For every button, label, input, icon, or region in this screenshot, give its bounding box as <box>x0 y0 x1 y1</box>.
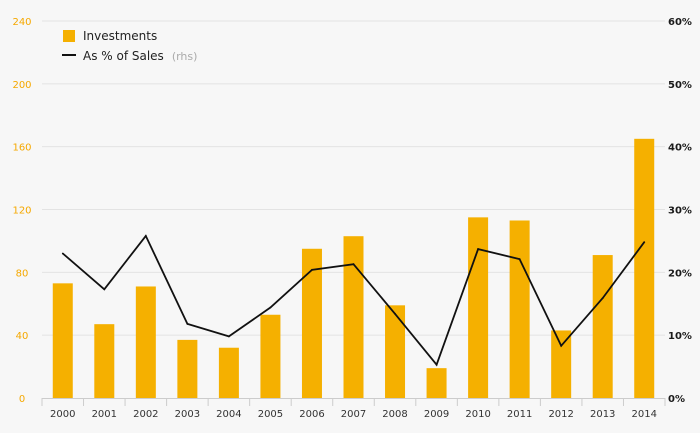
legend: Investments As % of Sales (rhs) <box>62 29 197 64</box>
point-percent-of-sales <box>186 322 189 325</box>
legend-label-percent-of-sales: As % of Sales (rhs) <box>83 47 197 64</box>
x-tick-label: 2009 <box>424 409 449 420</box>
bar-investments <box>301 248 322 398</box>
point-percent-of-sales <box>352 263 355 266</box>
point-percent-of-sales <box>269 306 272 309</box>
right-tick-label: 60% <box>668 17 692 28</box>
x-tick-label: 2010 <box>465 409 490 420</box>
bar-investments <box>426 368 447 398</box>
x-tick-label: 2004 <box>216 409 241 420</box>
right-tick-label: 0% <box>668 394 685 405</box>
left-tick-label: 0 <box>19 394 25 405</box>
percent-of-sales-line <box>61 234 646 367</box>
legend-label-investments: Investments <box>83 29 157 43</box>
point-percent-of-sales <box>311 268 313 271</box>
x-tick-label: 2014 <box>632 409 657 420</box>
x-tick-label: 2006 <box>299 409 324 420</box>
point-percent-of-sales <box>61 252 64 255</box>
x-tick-label: 2007 <box>341 409 366 420</box>
point-percent-of-sales <box>601 297 604 299</box>
point-percent-of-sales <box>560 344 563 347</box>
bar-investments <box>468 217 489 398</box>
left-tick-label: 120 <box>12 206 31 217</box>
right-tick-label: 40% <box>668 143 692 154</box>
right-tick-label: 30% <box>668 206 692 217</box>
x-tick-label: 2012 <box>548 409 573 420</box>
left-axis-ticks: 0 40 80 120 160 200 240 <box>12 17 31 405</box>
bar-investments <box>177 339 198 398</box>
point-percent-of-sales <box>228 335 230 338</box>
bar-investments <box>592 255 613 398</box>
legend-swatch-investments <box>63 30 75 42</box>
point-percent-of-sales <box>144 234 147 237</box>
x-tick-label: 2013 <box>590 409 615 420</box>
x-axis: 2000 2001 2002 2003 2004 2005 2006 2007 2008 2009… <box>41 398 666 420</box>
point-percent-of-sales <box>477 248 479 250</box>
bar-investments <box>135 286 156 398</box>
right-axis-ticks: 0% 10% 20% 30% 40% 50% 60% <box>668 17 692 405</box>
bar-investments <box>634 138 655 398</box>
left-tick-label: 40 <box>16 331 29 342</box>
left-tick-label: 160 <box>12 143 31 154</box>
left-tick-label: 240 <box>12 17 31 28</box>
x-tick-label: 2008 <box>382 409 407 420</box>
bar-investments <box>94 324 115 398</box>
bar-investments <box>52 283 73 398</box>
point-percent-of-sales <box>643 241 646 244</box>
x-tick-label: 2005 <box>258 409 283 420</box>
point-percent-of-sales <box>435 363 438 366</box>
x-tick-label: 2000 <box>50 409 75 420</box>
point-percent-of-sales <box>103 288 106 291</box>
bar-investments <box>260 314 281 398</box>
right-tick-label: 10% <box>668 331 692 342</box>
right-tick-label: 20% <box>668 268 692 279</box>
bar-investments <box>218 347 239 398</box>
bar-investments <box>509 220 530 398</box>
bar-investments <box>343 236 364 398</box>
left-tick-label: 200 <box>12 80 31 91</box>
x-tick-label: 2003 <box>175 409 200 420</box>
left-tick-label: 80 <box>16 268 29 279</box>
bar-investments <box>385 305 406 398</box>
legend-label-percent-of-sales-main: As % of Sales <box>83 49 164 63</box>
right-tick-label: 50% <box>668 80 692 91</box>
investment-bars <box>52 138 655 398</box>
point-percent-of-sales <box>518 258 521 261</box>
x-tick-label: 2001 <box>92 409 117 420</box>
x-tick-label: 2002 <box>133 409 158 420</box>
x-tick-label: 2011 <box>507 409 532 420</box>
legend-label-rhs-suffix: (rhs) <box>172 50 198 63</box>
bar-investments <box>551 330 572 398</box>
point-percent-of-sales <box>394 312 396 315</box>
